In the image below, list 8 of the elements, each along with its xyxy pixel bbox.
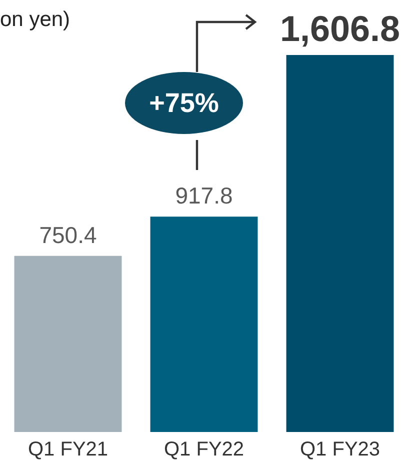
chart-title: on yen) — [0, 8, 70, 32]
data-label: 1,606.8 — [280, 8, 400, 49]
data-label: 917.8 — [175, 182, 233, 208]
x-tick-label: Q1 FY21 — [28, 438, 108, 461]
x-tick-label: Q1 FY22 — [164, 438, 244, 461]
x-tick-label: Q1 FY23 — [300, 438, 380, 461]
data-label: 750.4 — [39, 222, 97, 248]
annotation: +75% — [125, 72, 243, 134]
